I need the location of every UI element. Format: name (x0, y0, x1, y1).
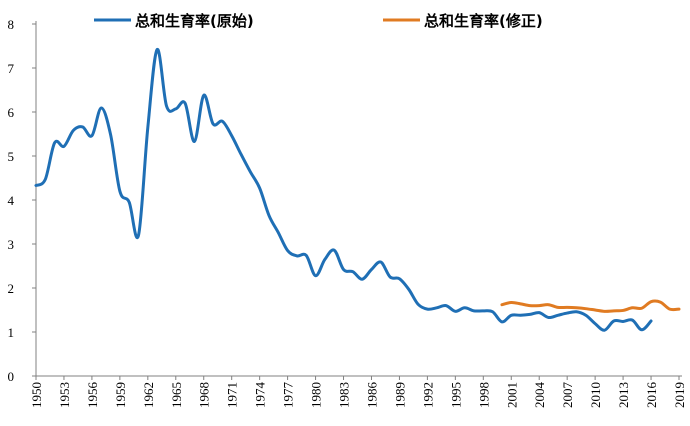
series-line-corrected (500, 299, 681, 313)
x-tick-label: 1986 (364, 382, 379, 409)
series-line-original (34, 48, 653, 332)
x-tick-label: 1959 (113, 382, 128, 408)
y-tick-label: 5 (8, 149, 15, 164)
x-axis-labels: 1950 1953 1956 1959 1962 1965 1968 1971 1974 1977… (29, 382, 687, 409)
y-tick-label: 7 (8, 61, 15, 76)
legend-label-corrected: 总和生育率(修正) (424, 12, 543, 30)
y-axis-labels: 0 1 2 3 4 5 6 7 8 (8, 17, 15, 384)
x-tick-label: 1953 (57, 382, 72, 408)
x-tick-label: 1965 (169, 382, 184, 408)
x-tick-label: 2016 (644, 382, 659, 409)
x-tick-label: 1989 (392, 382, 407, 408)
y-tick-label: 0 (8, 369, 15, 384)
x-tick-label: 1974 (253, 382, 268, 409)
x-tick-label: 1950 (29, 382, 44, 408)
legend-label-original: 总和生育率(原始) (135, 12, 254, 30)
y-tick-label: 3 (8, 237, 15, 252)
legend: 总和生育率(原始) 总和生育率(修正) (94, 12, 543, 30)
x-tick-label: 1998 (476, 382, 491, 408)
axes (32, 21, 682, 380)
y-tick-label: 6 (8, 105, 15, 120)
y-tick-label: 4 (8, 193, 15, 208)
x-tick-label: 1962 (141, 382, 156, 408)
x-tick-label: 1980 (309, 382, 324, 408)
y-tick-label: 2 (8, 281, 15, 296)
x-tick-label: 1992 (420, 382, 435, 408)
x-tick-label: 1983 (337, 382, 352, 408)
x-tick-label: 1977 (281, 382, 296, 409)
x-tick-label: 2001 (504, 382, 519, 408)
x-tick-label: 1971 (225, 382, 240, 408)
x-tick-label: 1995 (448, 382, 463, 408)
x-tick-label: 1968 (197, 382, 212, 408)
x-tick-label: 2007 (560, 382, 575, 409)
x-tick-label: 2019 (672, 382, 687, 408)
series-layer (34, 48, 681, 332)
x-tick-label: 2010 (588, 382, 603, 408)
x-tick-label: 2004 (532, 382, 547, 409)
y-tick-label: 8 (8, 17, 15, 32)
x-tick-label: 1956 (85, 382, 100, 409)
y-tick-label: 1 (8, 325, 15, 340)
x-tick-label: 2013 (616, 382, 631, 408)
